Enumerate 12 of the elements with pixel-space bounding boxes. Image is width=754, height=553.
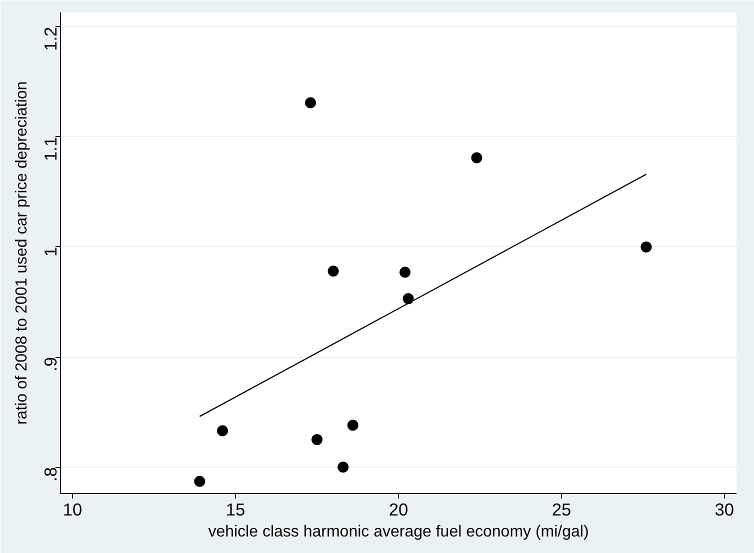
y-tick-label: 1.2 [40,26,60,51]
x-tick-label: 25 [552,500,572,520]
x-axis-title: vehicle class harmonic average fuel economy (mi/gal) [208,524,589,540]
x-tick-label: 10 [62,500,82,520]
y-tick-label: 1 [40,246,60,257]
y-tick-label: .9 [40,357,60,372]
x-tick-label: 20 [388,500,408,520]
x-tick-label: 30 [714,500,734,520]
y-axis-title: ratio of 2008 to 2001 used car price depreciation [14,81,30,425]
x-tick-label: 15 [226,500,246,520]
y-tick-label: .8 [40,467,60,482]
y-tick-label: 1.1 [40,136,60,161]
